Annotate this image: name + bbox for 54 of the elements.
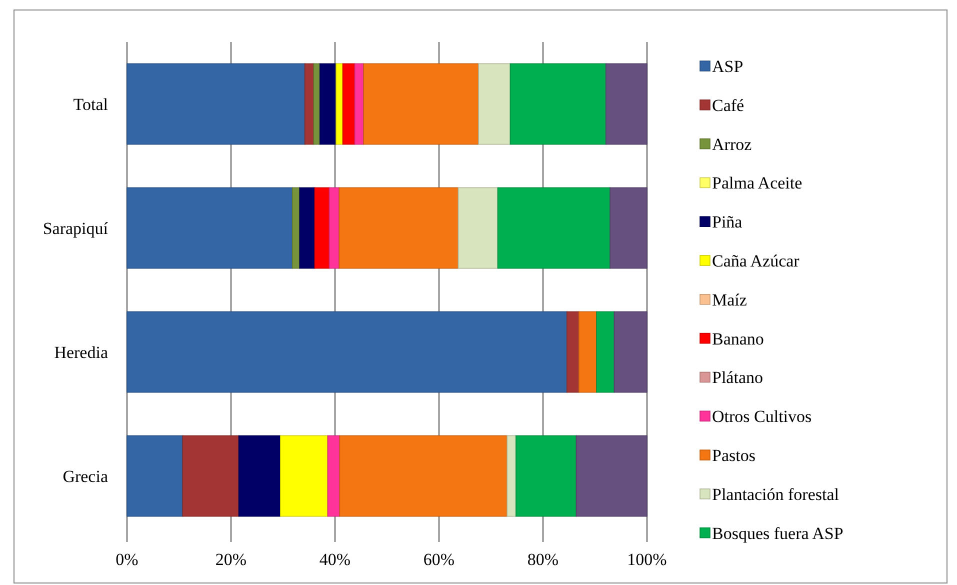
bar — [126, 63, 306, 145]
y-tick-label: Grecia — [62, 467, 108, 486]
legend-label: Bosques fuera ASP — [712, 524, 844, 543]
bar — [458, 187, 498, 269]
bar — [126, 311, 568, 393]
bar — [596, 311, 615, 393]
bar — [280, 435, 328, 517]
legend-label: ASP — [712, 57, 744, 76]
bar — [304, 63, 314, 145]
bar — [299, 187, 316, 269]
bar — [478, 63, 511, 145]
legend-label: Plátano — [712, 368, 763, 388]
legend-label: Pastos — [712, 446, 756, 465]
x-tick-label: 0% — [116, 550, 138, 569]
bar — [126, 187, 293, 269]
bar — [342, 63, 356, 145]
bar — [338, 187, 459, 269]
y-tick-label: Total — [73, 95, 108, 114]
bar — [510, 63, 606, 145]
bar — [566, 311, 580, 393]
legend-label: Arroz — [712, 134, 752, 154]
y-tick-label: Heredia — [54, 343, 108, 362]
x-tick-label: 20% — [215, 550, 247, 569]
bar — [339, 435, 508, 517]
bar — [336, 63, 344, 145]
bar — [497, 187, 610, 269]
y-tick-label: Sarapiquí — [42, 219, 108, 238]
bar — [328, 187, 340, 269]
legend-label: Otros Cultivos — [712, 407, 812, 426]
x-tick-label: 100% — [627, 550, 667, 569]
legend-label: Banano — [712, 329, 764, 348]
legend-label: Palma Aceite — [712, 174, 802, 193]
x-tick-label: 60% — [423, 550, 455, 569]
legend-label: Piña — [712, 212, 743, 232]
x-tick-label: 40% — [319, 550, 351, 569]
bar — [238, 435, 281, 517]
legend-label: Maíz — [712, 290, 748, 310]
bar — [614, 311, 648, 393]
bar — [320, 63, 336, 145]
bar — [182, 435, 240, 517]
x-tick-label: 80% — [527, 550, 559, 569]
bar — [126, 435, 184, 517]
bar — [327, 435, 340, 517]
bar — [610, 187, 648, 269]
bar — [578, 311, 597, 393]
bar — [516, 435, 577, 517]
bar — [576, 435, 648, 517]
bar — [363, 63, 479, 145]
legend-label: Caña Azúcar — [712, 252, 800, 270]
legend-label: Café — [712, 96, 744, 115]
bar — [606, 63, 648, 145]
bar — [506, 435, 516, 517]
bar — [314, 187, 330, 269]
legend-label: Plantación forestal — [712, 484, 840, 504]
